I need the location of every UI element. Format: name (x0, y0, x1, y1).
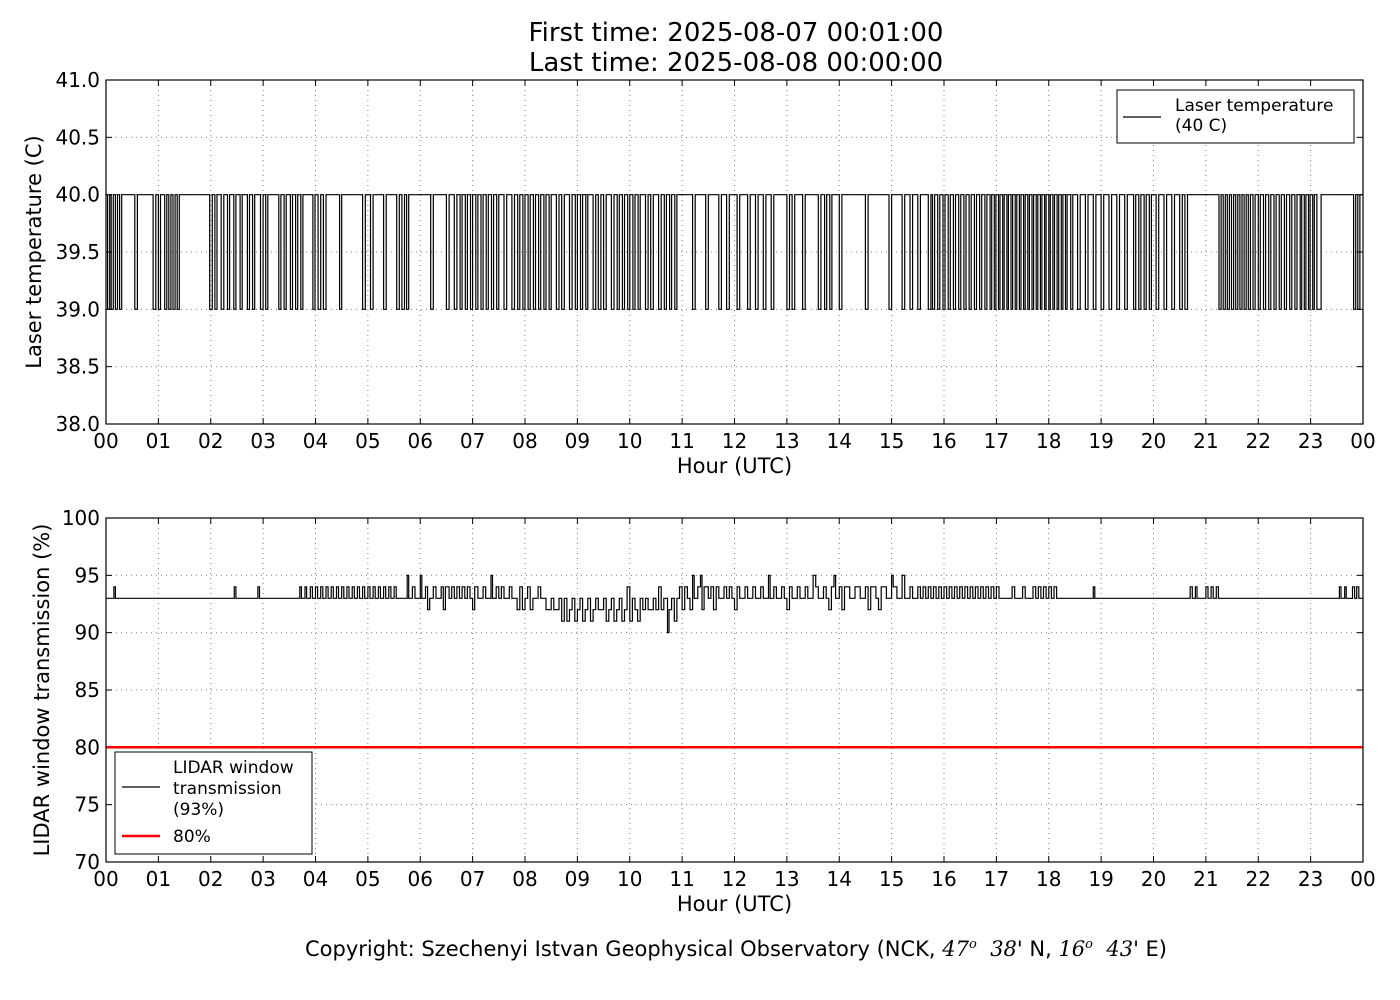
footer-longitude-degrees: 16 (1058, 937, 1086, 961)
temp-ytick-label: 39.0 (55, 297, 100, 321)
lidar-xtick-label: 15 (879, 867, 904, 891)
temp-series-0-line (106, 194, 1363, 310)
copyright-footer: Copyright: Szechenyi Istvan Geophysical … (0, 937, 1400, 961)
lidar-ytick-label: 95 (75, 563, 100, 587)
lidar-ytick-label: 100 (62, 506, 100, 530)
lidar-xtick-label: 04 (303, 867, 328, 891)
lidar-xtick-label: 06 (408, 867, 433, 891)
footer-longitude-minutes: 43 (1106, 937, 1134, 961)
temp-x-axis-label: Hour (UTC) (677, 454, 792, 478)
temp-legend-label: (40 C) (1175, 116, 1227, 136)
footer-latitude-minutes: 38 (990, 937, 1017, 961)
temp-y-axis-label: Laser temperature (C) (22, 135, 46, 368)
lidar-y-axis-label: LIDAR window transmission (%) (30, 524, 54, 857)
lidar-xtick-label: 17 (984, 867, 1009, 891)
temp-panel: 00 01 02 03 04 05 06 07 08 09 10 11 12 13 14 15 16 17 18 19… (22, 68, 1376, 478)
temp-xtick-label: 13 (774, 429, 799, 453)
temp-xtick-label: 05 (355, 429, 380, 453)
temp-xtick-label: 08 (512, 429, 537, 453)
lidar-ytick-label: 80 (75, 735, 100, 759)
footer-lon-suffix: ' E) (1133, 937, 1168, 961)
temp-xtick-label: 04 (303, 429, 328, 453)
lidar-xtick-label: 20 (1141, 867, 1166, 891)
lidar-xtick-label: 09 (565, 867, 590, 891)
lidar-series-0-line (106, 574, 1363, 634)
lidar-xtick-label: 16 (931, 867, 956, 891)
temp-xtick-label: 22 (1246, 429, 1271, 453)
lidar-x-axis-label: Hour (UTC) (677, 892, 792, 916)
temp-ytick-label: 39.5 (55, 240, 100, 264)
temp-xtick-label: 17 (984, 429, 1009, 453)
lidar-xtick-label: 19 (1088, 867, 1113, 891)
lidar-ytick-label: 85 (75, 678, 100, 702)
temp-xtick-label: 14 (827, 429, 852, 453)
temp-ytick-label: 41.0 (55, 68, 100, 92)
temp-xtick-label: 09 (565, 429, 590, 453)
lidar-xtick-label: 00 (1350, 867, 1375, 891)
chart-title-last-time: Last time: 2025-08-08 00:00:00 (528, 48, 944, 78)
lidar-legend-label: transmission (173, 779, 282, 799)
temp-ytick-label: 38.0 (55, 412, 100, 436)
temp-xtick-label: 19 (1088, 429, 1113, 453)
lidar-xtick-label: 11 (669, 867, 694, 891)
lidar-xtick-label: 01 (146, 867, 171, 891)
temp-xtick-label: 10 (617, 429, 642, 453)
temp-xtick-label: 00 (93, 429, 118, 453)
temp-xtick-label: 21 (1193, 429, 1218, 453)
temp-xtick-label: 03 (250, 429, 275, 453)
temp-xtick-label: 11 (669, 429, 694, 453)
lidar-xtick-label: 05 (355, 867, 380, 891)
temp-xtick-label: 18 (1036, 429, 1061, 453)
temp-legend-label: Laser temperature (1175, 96, 1333, 116)
temp-xtick-label: 12 (722, 429, 747, 453)
temp-xtick-label: 06 (408, 429, 433, 453)
lidar-ytick-label: 70 (75, 850, 100, 874)
lidar-xtick-label: 21 (1193, 867, 1218, 891)
lidar-xtick-label: 00 (93, 867, 118, 891)
lidar-legend-label: 80% (173, 827, 211, 847)
temp-xtick-label: 02 (198, 429, 223, 453)
temp-ytick-label: 40.5 (55, 125, 100, 149)
temp-xtick-label: 23 (1298, 429, 1323, 453)
lidar-panel: 00 01 02 03 04 05 06 07 08 09 10 11 12 13 14 15 16 17 18 19… (30, 506, 1376, 916)
lidar-xtick-label: 02 (198, 867, 223, 891)
temp-xtick-label: 00 (1350, 429, 1375, 453)
lidar-xtick-label: 07 (460, 867, 485, 891)
lidar-ytick-label: 75 (75, 793, 100, 817)
lidar-xtick-label: 03 (250, 867, 275, 891)
lidar-plot-frame (105, 517, 1364, 863)
lidar-xtick-label: 18 (1036, 867, 1061, 891)
lidar-xtick-label: 12 (722, 867, 747, 891)
temp-xtick-label: 20 (1141, 429, 1166, 453)
lidar-legend-label: LIDAR window (173, 758, 294, 778)
temp-xtick-label: 07 (460, 429, 485, 453)
temp-xtick-label: 16 (931, 429, 956, 453)
footer-prefix: Copyright: Szechenyi Istvan Geophysical … (304, 937, 943, 961)
lidar-ytick-label: 90 (75, 621, 100, 645)
footer-lon-degree-mark: o (1085, 937, 1093, 952)
temp-xtick-label: 01 (146, 429, 171, 453)
lidar-xtick-label: 10 (617, 867, 642, 891)
temp-ytick-label: 38.5 (55, 355, 100, 379)
lidar-xtick-label: 08 (512, 867, 537, 891)
lidar-xtick-label: 14 (827, 867, 852, 891)
temp-xtick-label: 15 (879, 429, 904, 453)
lidar-xtick-label: 23 (1298, 867, 1323, 891)
chart-title-first-time: First time: 2025-08-07 00:01:00 (528, 18, 944, 48)
footer-lat-suffix: ' N, (1016, 937, 1059, 961)
footer-lat-degree-mark: o (969, 937, 977, 952)
lidar-xtick-label: 13 (774, 867, 799, 891)
lidar-xtick-label: 22 (1246, 867, 1271, 891)
lidar-legend-label: (93%) (173, 800, 224, 820)
temp-ytick-label: 40.0 (55, 183, 100, 207)
temp-plot-frame (105, 79, 1364, 425)
footer-latitude-degrees: 47 (942, 937, 969, 961)
